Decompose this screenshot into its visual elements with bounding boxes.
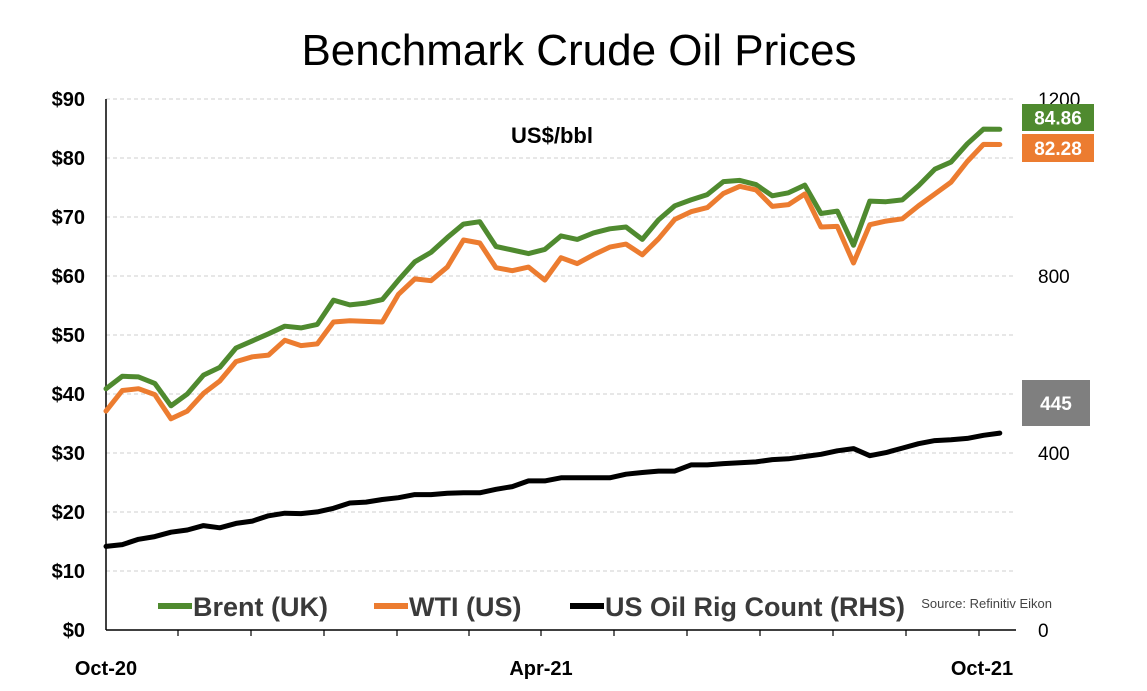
x-tick-label: Oct-20 bbox=[75, 658, 137, 680]
source-note: Source: Refinitiv Eikon bbox=[921, 596, 1052, 611]
y-left-tick-label: $80 bbox=[52, 148, 85, 170]
legend-label: Brent (UK) bbox=[193, 592, 328, 622]
chart-title: Benchmark Crude Oil Prices bbox=[301, 26, 856, 75]
y-left-tick-label: $90 bbox=[52, 89, 85, 111]
unit-label: US$/bbl bbox=[511, 123, 593, 148]
x-tick-label: Apr-21 bbox=[509, 658, 572, 680]
legend-label: WTI (US) bbox=[409, 592, 521, 622]
y-left-tick-label: $10 bbox=[52, 561, 85, 583]
end-label-box bbox=[1022, 104, 1094, 131]
y-left-tick-label: $40 bbox=[52, 384, 85, 406]
y-right-tick-label: 400 bbox=[1038, 444, 1070, 465]
series bbox=[103, 126, 1003, 549]
end-label-box bbox=[1022, 380, 1090, 426]
series-line-brent-uk bbox=[103, 126, 1003, 409]
y-left-tick-label: $60 bbox=[52, 266, 85, 288]
y-left-tick-label: $20 bbox=[52, 502, 85, 524]
left-axis-ticks: $0 $10 $20 $30 $40 $50 $60 $70 $80 $90 bbox=[52, 89, 85, 642]
end-labels: 84.86 82.28 445 bbox=[1022, 104, 1094, 426]
legend: Brent (UK) WTI (US) US Oil Rig Count (RHS) bbox=[158, 592, 905, 622]
gridlines bbox=[106, 98, 1016, 572]
series-line-wti-us bbox=[103, 141, 1003, 422]
axes bbox=[105, 99, 1016, 636]
y-right-tick-label: 800 bbox=[1038, 267, 1070, 288]
x-axis-ticks: Oct-20 Apr-21 Oct-21 bbox=[75, 658, 1013, 680]
y-right-tick-label: 0 bbox=[1038, 621, 1049, 642]
y-left-tick-label: $30 bbox=[52, 443, 85, 465]
series-line-us-oil-rig-count-rhs bbox=[103, 430, 1003, 549]
y-left-tick-label: $50 bbox=[52, 325, 85, 347]
y-left-tick-label: $0 bbox=[63, 620, 85, 642]
end-label-box bbox=[1022, 134, 1094, 162]
end-label: 84.86 bbox=[1034, 109, 1082, 130]
x-tick-label: Oct-21 bbox=[951, 658, 1013, 680]
y-left-tick-label: $70 bbox=[52, 207, 85, 229]
legend-label: US Oil Rig Count (RHS) bbox=[605, 592, 905, 622]
end-label: 82.28 bbox=[1034, 139, 1082, 160]
end-label: 445 bbox=[1040, 394, 1072, 415]
